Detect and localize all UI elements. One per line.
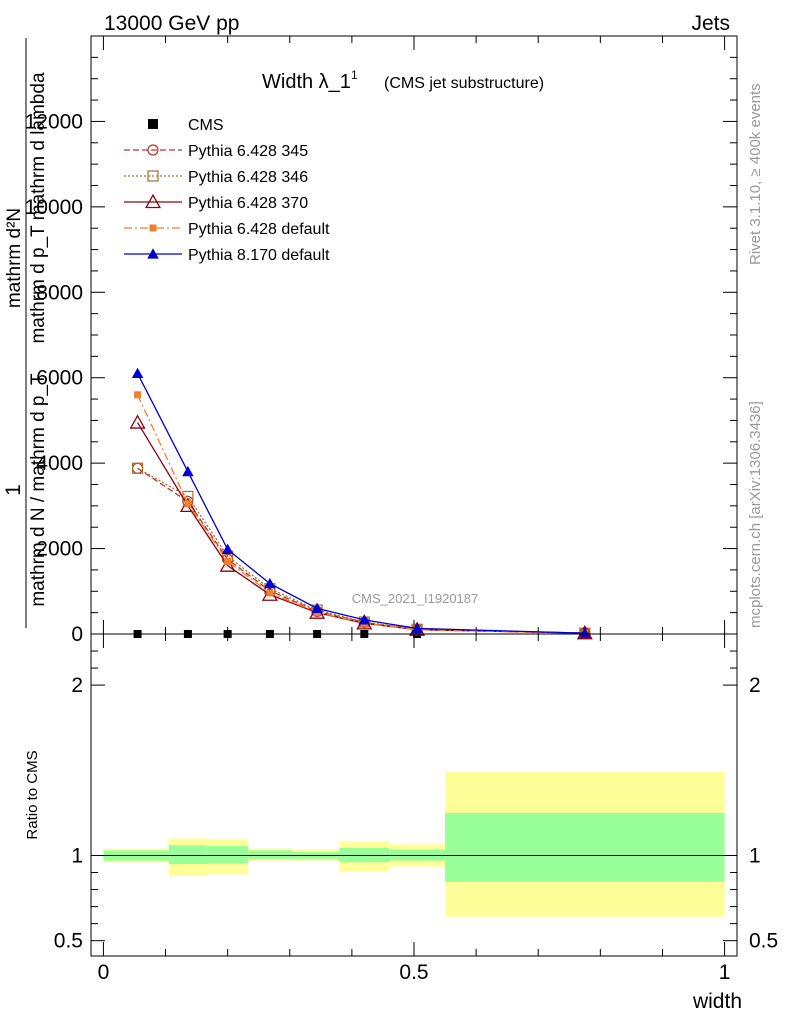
legend-label: CMS [188, 117, 224, 134]
legend: CMS Pythia 6.428 345 Pythia 6.428 346 Pythi… [124, 117, 330, 264]
legend-item-1: Pythia 6.428 345 [124, 143, 308, 160]
data-point [134, 391, 142, 399]
legend-label: Pythia 6.428 346 [188, 169, 308, 186]
data-point [311, 602, 323, 613]
ylabel-one: 1 [2, 484, 25, 496]
ratio-band-inner [168, 845, 208, 864]
ratio-y-tick-label-right: 1 [749, 844, 761, 867]
data-point [129, 414, 146, 429]
data-point [411, 622, 423, 634]
ratio-y-tick-label-right: 0.5 [749, 930, 778, 953]
ratio-y-tick-label: 1 [71, 844, 83, 867]
legend-marker [147, 170, 159, 182]
data-point [221, 543, 234, 555]
ylabel-numerator: mathrm d²N [4, 208, 25, 308]
ylabel-denominator-top: mathrm d p_T mathrm d lambda [28, 72, 49, 343]
y-tick-label: 12000 [25, 110, 83, 133]
y-tick-label: 6000 [36, 367, 83, 390]
legend-label: Pythia 6.428 345 [188, 143, 308, 160]
legend-marker [147, 144, 159, 156]
ratio-y-axis-label: Ratio to CMS [24, 750, 41, 839]
ratio-band-inner [248, 850, 293, 859]
mcplots-label: mcplots.cern.ch [arXiv:1306.3436] [747, 401, 764, 628]
y-tick-label: 10000 [25, 196, 83, 219]
legend-label: Pythia 6.428 370 [188, 195, 308, 212]
ratio-y-tick-labels: 0.5 0.5 1 1 2 2 [54, 674, 778, 953]
main-y-tick-labels: 0 2000 4000 6000 8000 10000 12000 [25, 110, 83, 646]
data-point [219, 557, 236, 572]
legend-item-4: Pythia 6.428 default [124, 221, 330, 238]
chart-title-superscript: 1 [351, 68, 358, 82]
chart-subtitle: (CMS jet substructure) [384, 75, 544, 92]
main-y-axis-label: 1 mathrm d²N mathrm d p_T mathrm d lambd… [2, 38, 49, 628]
x-tick-label: 1 [719, 961, 731, 984]
data-point [264, 577, 276, 589]
legend-marker [147, 248, 159, 259]
ratio-band-inner [445, 812, 725, 882]
data-point [184, 500, 192, 508]
ratio-bands [103, 772, 725, 917]
main-panel: 0 2000 4000 6000 8000 10000 12000 CMS_2021_I19… [2, 35, 738, 646]
y-tick-label: 8000 [36, 281, 83, 304]
main-series-group [129, 367, 593, 640]
header-right-label: Jets [691, 12, 730, 35]
data-point [131, 367, 144, 379]
x-tick-label: 0.5 [399, 961, 428, 984]
data-point [224, 557, 232, 565]
legend-marker [149, 224, 157, 232]
ratio-panel: 0.5 0.51 12 2 0 0.5 1 Ratio to CMS width [24, 633, 778, 1013]
y-tick-label: 2000 [36, 538, 83, 561]
ratio-band-inner [207, 846, 249, 864]
legend-item-0: CMS [148, 117, 224, 134]
y-tick-label: 0 [71, 623, 83, 646]
main-axis-ticks [91, 35, 737, 635]
legend-marker [148, 119, 158, 129]
series-line [137, 467, 585, 634]
series-5 [131, 367, 591, 638]
data-point [182, 465, 194, 477]
x-axis-label: width [692, 990, 742, 1013]
x-tick-label: 0 [98, 961, 110, 984]
x-tick-labels: 0 0.5 1 [98, 961, 731, 984]
rivet-version-label: Rivet 3.1.10, ≥ 400k events [747, 83, 764, 265]
watermark: CMS_2021_I1920187 [352, 591, 479, 606]
series-line [137, 467, 585, 634]
y-tick-label: 4000 [36, 452, 83, 475]
legend-label: Pythia 8.170 default [188, 247, 330, 264]
ylabel-denominator: mathrm d N / mathrm d p_T [28, 373, 49, 607]
series-line [136, 394, 585, 634]
series-1 [131, 462, 591, 639]
data-point [266, 589, 274, 597]
legend-item-3: Pythia 6.428 370 [124, 193, 308, 212]
legend-label: Pythia 6.428 default [188, 221, 330, 238]
legend-item-2: Pythia 6.428 346 [124, 169, 308, 186]
chart-title-main: Width λ_1 [262, 71, 351, 93]
series-line [137, 373, 585, 634]
data-point [358, 614, 371, 625]
ratio-axis-ticks [91, 634, 737, 956]
ratio-y-tick-label: 0.5 [54, 930, 83, 953]
data-point [131, 462, 144, 474]
ratio-y-tick-label-right: 2 [749, 674, 761, 697]
data-point [579, 627, 591, 638]
chart-title: Width λ_11 [262, 68, 358, 93]
legend-items: CMS Pythia 6.428 345 Pythia 6.428 346 Pythi… [124, 117, 330, 264]
header-left-label: 13000 GeV pp [104, 12, 239, 35]
ratio-y-tick-label: 2 [71, 674, 83, 697]
legend-item-5: Pythia 8.170 default [124, 247, 330, 264]
series-2 [131, 462, 591, 639]
legend-marker [144, 193, 162, 209]
